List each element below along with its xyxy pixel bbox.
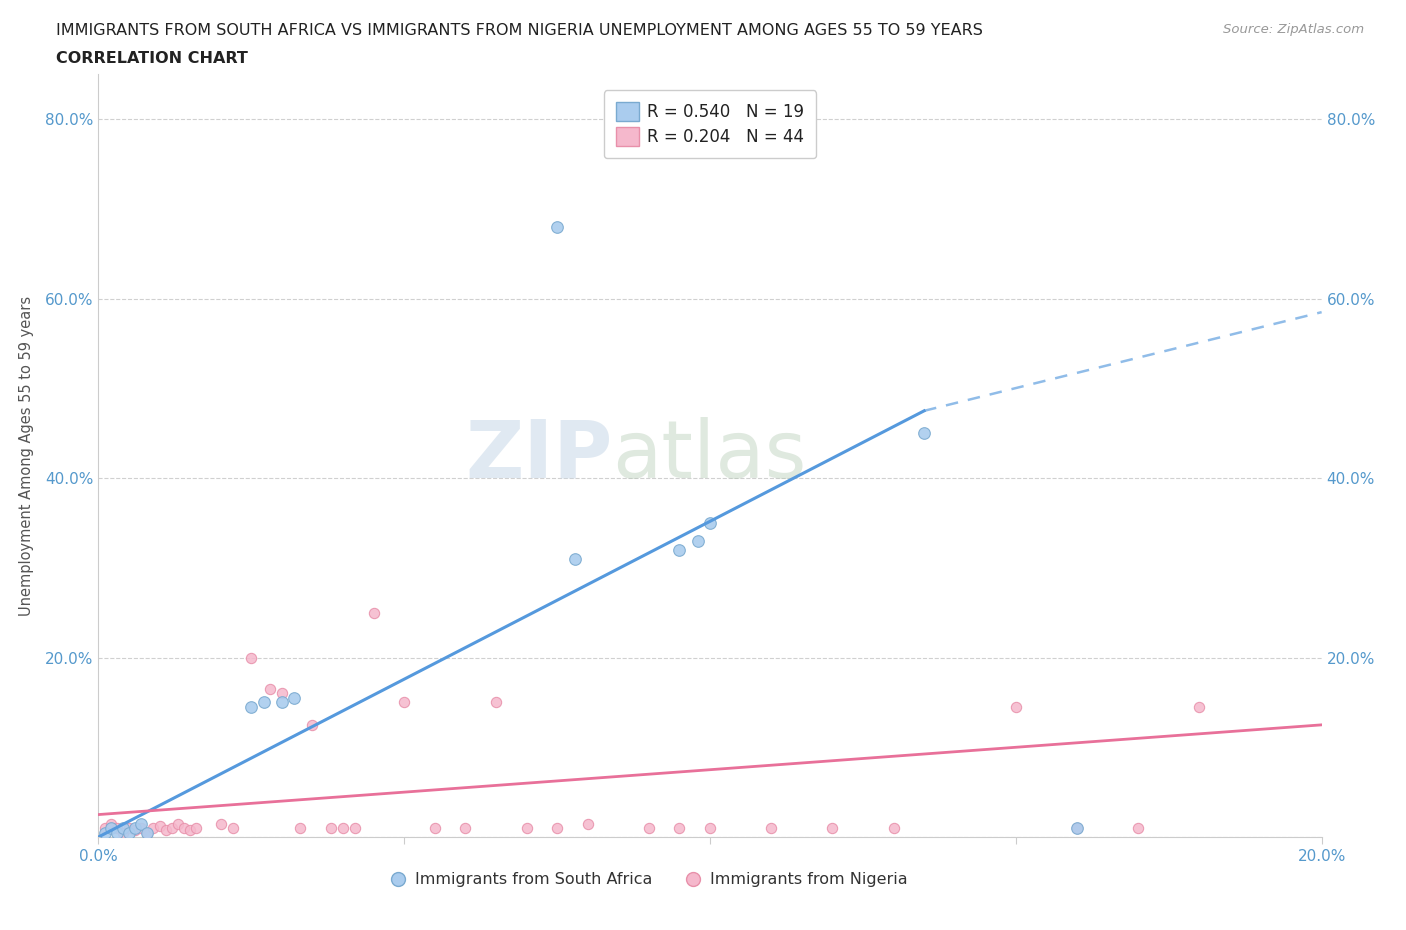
Text: Source: ZipAtlas.com: Source: ZipAtlas.com <box>1223 23 1364 36</box>
Point <box>454 820 477 835</box>
Point <box>668 820 690 835</box>
Point <box>124 820 146 835</box>
Point <box>142 820 165 835</box>
Point <box>1128 820 1150 835</box>
Point <box>100 817 122 831</box>
Point <box>118 820 141 835</box>
Point <box>240 650 263 665</box>
Point <box>423 820 446 835</box>
Point <box>129 817 152 831</box>
Point <box>118 825 141 840</box>
Point <box>290 820 312 835</box>
Point <box>668 542 690 557</box>
Point <box>332 820 354 835</box>
Point <box>392 695 416 710</box>
Point <box>160 820 183 835</box>
Point <box>546 219 568 234</box>
Point <box>270 686 292 701</box>
Point <box>759 820 782 835</box>
Point <box>1066 820 1088 835</box>
Point <box>111 820 134 835</box>
Point <box>111 825 134 840</box>
Point <box>240 699 263 714</box>
Point <box>149 818 172 833</box>
Point <box>105 825 128 840</box>
Point <box>516 820 538 835</box>
Point <box>637 820 661 835</box>
Point <box>173 820 195 835</box>
Point <box>179 822 201 837</box>
Point <box>1188 699 1211 714</box>
Point <box>100 820 122 835</box>
Point <box>124 822 146 837</box>
Point <box>1004 699 1026 714</box>
Point <box>105 820 128 835</box>
Point <box>363 605 385 620</box>
Point <box>136 825 159 840</box>
Point <box>546 820 568 835</box>
Point <box>93 825 115 840</box>
Point <box>186 820 208 835</box>
Point <box>222 820 245 835</box>
Text: ZIP: ZIP <box>465 417 612 495</box>
Point <box>699 515 721 530</box>
Point <box>912 426 935 441</box>
Point <box>209 817 232 831</box>
Point <box>699 820 721 835</box>
Point <box>564 551 586 566</box>
Text: CORRELATION CHART: CORRELATION CHART <box>56 51 247 66</box>
Point <box>283 690 305 705</box>
Point <box>252 695 274 710</box>
Point <box>136 825 159 840</box>
Text: atlas: atlas <box>612 417 807 495</box>
Point <box>883 820 905 835</box>
Point <box>129 820 152 835</box>
Point <box>301 717 323 732</box>
Point <box>155 822 177 837</box>
Point <box>167 817 190 831</box>
Point <box>686 534 709 549</box>
Text: IMMIGRANTS FROM SOUTH AFRICA VS IMMIGRANTS FROM NIGERIA UNEMPLOYMENT AMONG AGES : IMMIGRANTS FROM SOUTH AFRICA VS IMMIGRAN… <box>56 23 983 38</box>
Point <box>319 820 342 835</box>
Point <box>93 820 115 835</box>
Y-axis label: Unemployment Among Ages 55 to 59 years: Unemployment Among Ages 55 to 59 years <box>18 296 34 616</box>
Point <box>821 820 844 835</box>
Point <box>259 682 281 697</box>
Legend: Immigrants from South Africa, Immigrants from Nigeria: Immigrants from South Africa, Immigrants… <box>384 866 914 894</box>
Point <box>270 695 292 710</box>
Point <box>485 695 508 710</box>
Point <box>344 820 367 835</box>
Point <box>1066 820 1088 835</box>
Point <box>576 817 599 831</box>
